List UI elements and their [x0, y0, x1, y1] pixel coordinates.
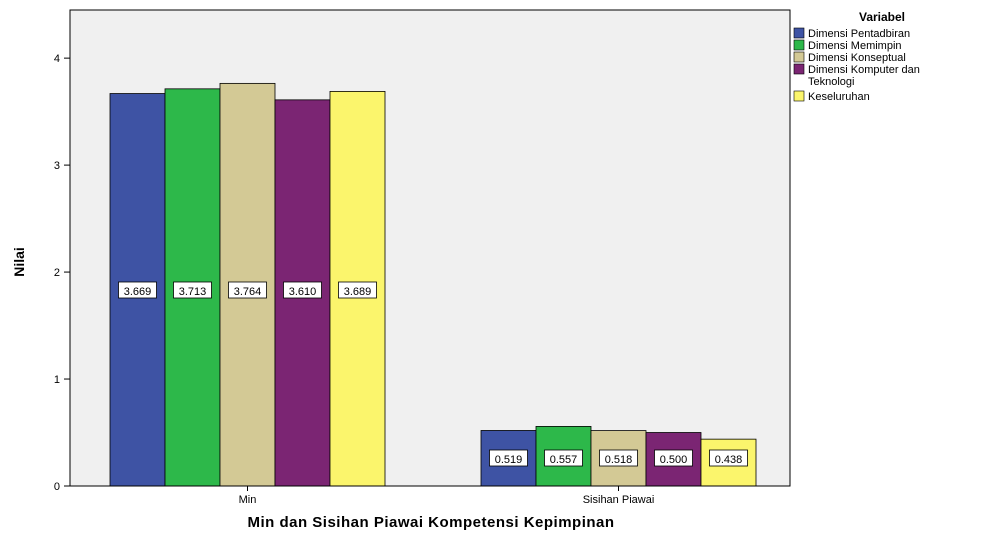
data-label-box	[489, 449, 528, 467]
legend-label: Dimensi Komputer dan	[808, 64, 920, 76]
data-label: 3.669	[124, 286, 152, 298]
legend-label: Dimensi Pentadbiran	[808, 28, 910, 40]
data-label: 0.500	[660, 454, 688, 466]
legend-swatch	[793, 90, 805, 102]
y-tick-label: 2	[54, 267, 60, 279]
x-axis-label: Min dan Sisihan Piawai Kompetensi Kepimp…	[247, 514, 614, 531]
y-axis-label: Nilai	[11, 247, 27, 277]
legend-label: Dimensi Memimpin	[808, 40, 902, 52]
legend-label: Keseluruhan	[808, 91, 870, 103]
data-label-box	[283, 281, 322, 299]
y-tick-label: 4	[54, 53, 60, 65]
legend-label: Teknologi	[808, 76, 854, 88]
legend-swatch	[793, 39, 805, 51]
legend-title: Variabel	[859, 10, 905, 24]
data-labels: 3.669 3.713 3.764 3.610 3.689 0.519 0.557 0.518…	[118, 281, 748, 467]
data-label: 0.557	[550, 454, 578, 466]
data-label-box	[544, 449, 583, 467]
y-tick-label: 0	[54, 481, 60, 493]
y-tick-label: 1	[54, 374, 60, 386]
data-label: 3.713	[179, 286, 207, 298]
data-label-box	[599, 449, 638, 467]
x-category-label: Sisihan Piawai	[583, 494, 655, 506]
data-label-box	[118, 281, 157, 299]
x-category-label: Min	[239, 494, 257, 506]
data-label-box	[338, 281, 377, 299]
data-label: 0.518	[605, 454, 633, 466]
legend-swatch	[793, 27, 805, 39]
data-label-box	[173, 281, 212, 299]
x-axis-categories: Min Sisihan Piawai	[239, 486, 655, 506]
data-label: 3.610	[289, 286, 317, 298]
data-label-box	[654, 449, 693, 467]
data-label: 3.689	[344, 286, 372, 298]
data-label: 3.764	[234, 286, 262, 298]
data-label: 0.438	[715, 454, 743, 466]
data-label-box	[228, 281, 267, 299]
y-tick-label: 3	[54, 160, 60, 172]
legend-swatch	[793, 63, 805, 75]
data-label: 0.519	[495, 454, 523, 466]
data-label-box	[709, 449, 748, 467]
y-axis-ticks: 0 1 2 3 4	[54, 53, 70, 493]
legend-label: Dimensi Konseptual	[808, 52, 906, 64]
legend-swatch	[793, 51, 805, 63]
